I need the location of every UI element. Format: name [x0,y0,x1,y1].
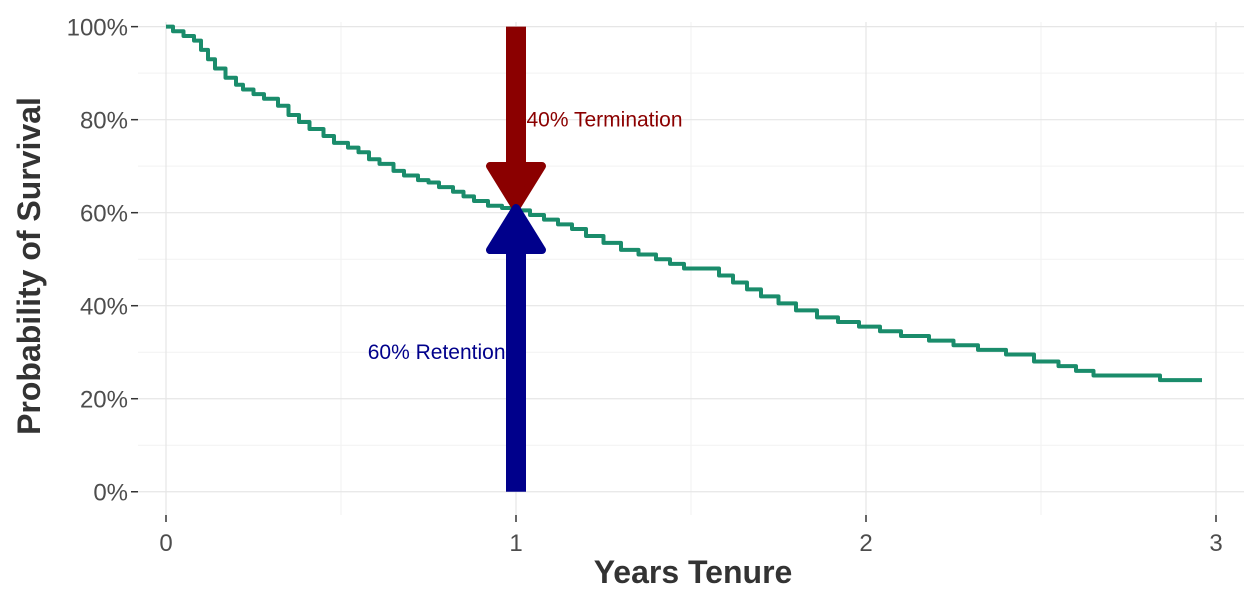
y-tick-label: 20% [80,387,128,414]
x-tick-label: 1 [509,530,522,557]
annotation-arrows: 40% Termination 60% Retention [368,26,683,492]
y-tick-label: 100% [67,15,128,42]
annotation-arrow-head-1 [486,204,546,255]
annotation-label-0: 40% Termination [527,109,683,132]
major-grid [138,22,1244,515]
x-tick-label: 2 [859,530,872,557]
survival-curve-line [166,24,1202,383]
x-axis-title: Years Tenure [594,554,793,590]
x-tick-label: 0 [159,530,172,557]
y-tick-label: 80% [80,108,128,135]
y-axis-title: Probability of Survival [11,97,47,435]
y-axis-ticks: 0% 20% 40% 60% 80% 100% [67,15,138,507]
y-tick-label: 40% [80,294,128,321]
x-tick-label: 3 [1209,530,1222,557]
x-axis-ticks: 0 1 2 3 [159,515,1223,557]
annotation-label-1: 60% Retention [368,341,506,364]
y-tick-label: 60% [80,201,128,228]
y-tick-label: 0% [93,480,128,507]
minor-grid [138,22,1244,515]
plot-series [166,24,1202,383]
annotation-arrow-head-0 [486,162,546,213]
